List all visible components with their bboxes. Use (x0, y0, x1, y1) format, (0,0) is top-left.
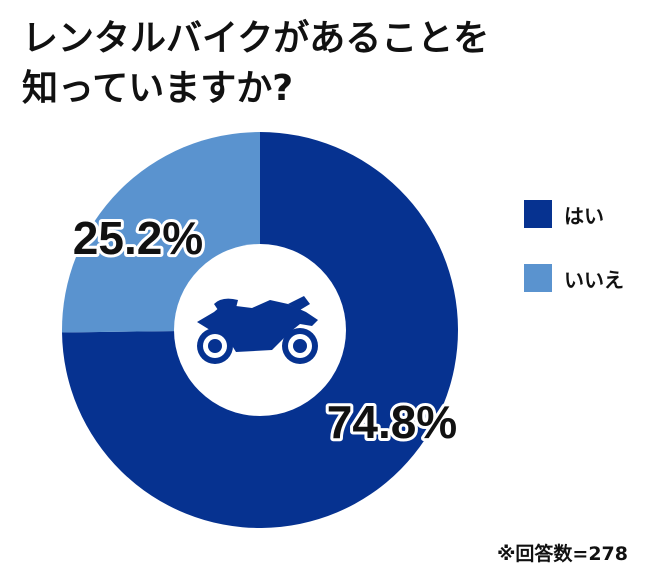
sample-size-note: ※回答数=278 (496, 543, 628, 565)
legend-label-yes: はい (564, 203, 604, 228)
label-yes: 74.8% (327, 396, 457, 448)
chart-title: レンタルバイクがあることを 知っていますか? (22, 14, 622, 114)
title-line-1: レンタルバイクがあることを (22, 18, 490, 59)
legend-label-no: いいえ (564, 267, 624, 292)
legend-swatch-yes (524, 200, 552, 228)
legend-item-no: いいえ (524, 264, 624, 292)
motorcycle-icon (197, 296, 318, 364)
legend-swatch-no (524, 264, 552, 292)
legend-item-yes: はい (524, 200, 624, 228)
label-no: 25.2% (73, 212, 203, 264)
title-line-2: 知っていますか? (22, 68, 294, 109)
legend: はい いいえ (524, 200, 624, 328)
